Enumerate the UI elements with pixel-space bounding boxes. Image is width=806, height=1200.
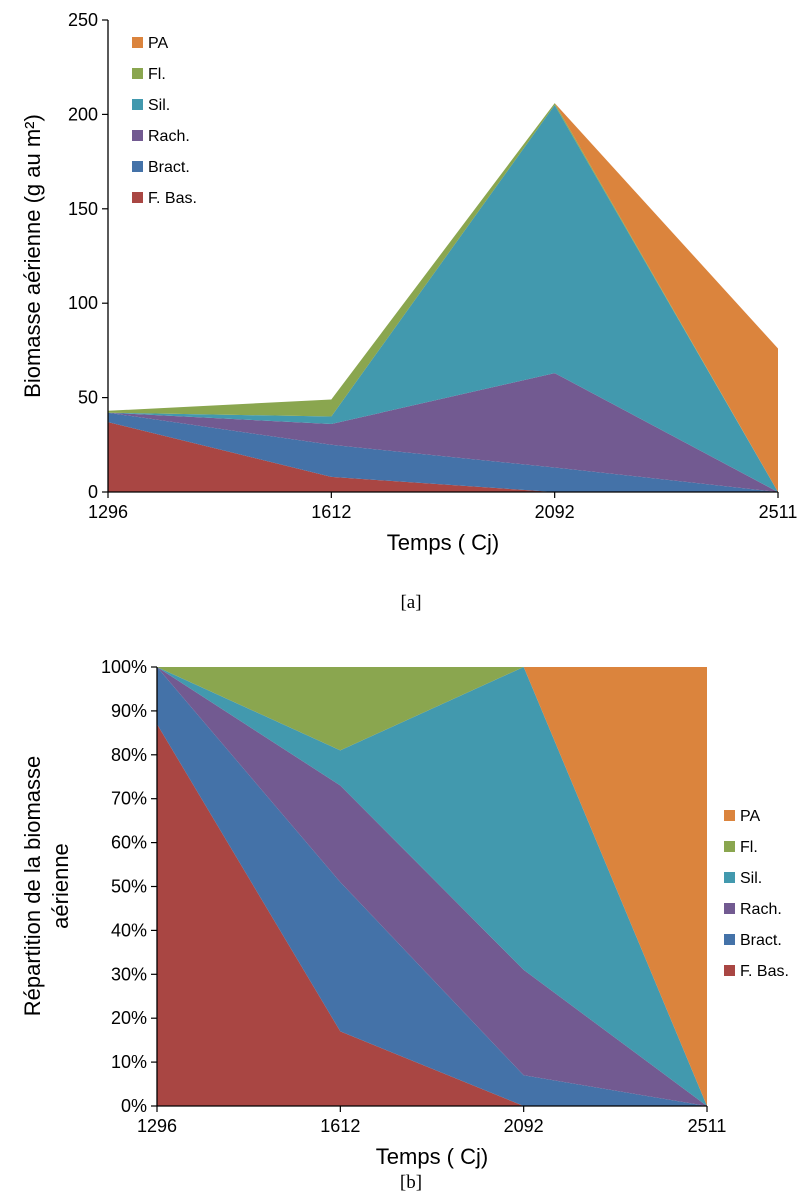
legend-swatch: [724, 841, 735, 852]
area-sil: [157, 667, 707, 1106]
area-f-bas: [157, 724, 707, 1106]
legend-label: F. Bas.: [148, 190, 197, 207]
caption-b: [b]: [400, 1172, 422, 1193]
y-axis-title: Biomasse aérienne (g au m²): [20, 114, 45, 398]
area-pa: [157, 667, 707, 1106]
y-tick-label: 200: [68, 104, 98, 124]
legend-label: Fl.: [740, 839, 758, 856]
x-tick-label: 2511: [759, 502, 798, 522]
y-tick-label: 40%: [111, 920, 147, 940]
x-tick-label: 2092: [504, 1116, 544, 1136]
y-tick-label: 50%: [111, 877, 147, 897]
area-rach: [157, 667, 707, 1106]
legend-label: F. Bas.: [740, 963, 789, 980]
y-tick-label: 250: [68, 10, 98, 30]
legend-swatch: [132, 37, 143, 48]
area-rach: [108, 373, 778, 492]
area-bract: [157, 667, 707, 1106]
x-tick-label: 1612: [311, 502, 351, 522]
legend-swatch: [724, 872, 735, 883]
legend-label: PA: [740, 808, 760, 825]
legend-swatch: [724, 965, 735, 976]
area-fl: [108, 103, 778, 492]
y-tick-label: 90%: [111, 701, 147, 721]
legend-label: Sil.: [740, 870, 762, 887]
y-tick-label: 60%: [111, 833, 147, 853]
y-tick-label: 70%: [111, 789, 147, 809]
chart-b-distribution: 0% 10% 20% 30% 40% 50% 60% 70% 80% 90% 100% 1296 161…: [20, 657, 789, 1169]
y-tick-label: 30%: [111, 964, 147, 984]
y-tick-label: 10%: [111, 1052, 147, 1072]
y-tick-label: 50: [78, 388, 98, 408]
x-axis-title: Temps ( Cj): [387, 530, 499, 555]
y-tick-label: 0%: [121, 1096, 147, 1116]
legend-label: Sil.: [148, 97, 170, 114]
area-bract: [108, 412, 778, 492]
legend-label: PA: [148, 35, 168, 52]
y-tick-label: 150: [68, 199, 98, 219]
legend-swatch: [132, 99, 143, 110]
chart-a-biomass: 0 50 100 150 200 250 1296 1612 2092 2511 Temps ( C…: [20, 10, 797, 555]
y-axis-title: aérienne: [48, 843, 73, 929]
legend-label: Bract.: [148, 159, 190, 176]
legend-label: Bract.: [740, 932, 782, 949]
legend-swatch: [132, 130, 143, 141]
legend-swatch: [132, 161, 143, 172]
legend-label: Fl.: [148, 66, 166, 83]
x-tick-label: 1612: [320, 1116, 360, 1136]
legend-swatch: [132, 192, 143, 203]
x-tick-label: 1296: [88, 502, 128, 522]
area-f-bas: [108, 422, 778, 492]
legend-swatch: [724, 934, 735, 945]
legend-label: Rach.: [740, 901, 782, 918]
x-tick-label: 2092: [535, 502, 575, 522]
legend-swatch: [132, 68, 143, 79]
x-tick-label: 2511: [688, 1116, 727, 1136]
y-tick-label: 100%: [101, 657, 147, 677]
y-tick-label: 20%: [111, 1008, 147, 1028]
y-axis-title: Répartition de la biomasse: [20, 756, 45, 1016]
legend-swatch: [724, 903, 735, 914]
y-tick-label: 80%: [111, 745, 147, 765]
area-sil: [108, 105, 778, 492]
x-axis-title: Temps ( Cj): [376, 1144, 488, 1169]
y-tick-label: 100: [68, 293, 98, 313]
x-tick-label: 1296: [137, 1116, 177, 1136]
legend-swatch: [724, 810, 735, 821]
y-tick-label: 0: [88, 482, 98, 502]
legend-label: Rach.: [148, 128, 190, 145]
caption-a: [a]: [400, 592, 421, 613]
